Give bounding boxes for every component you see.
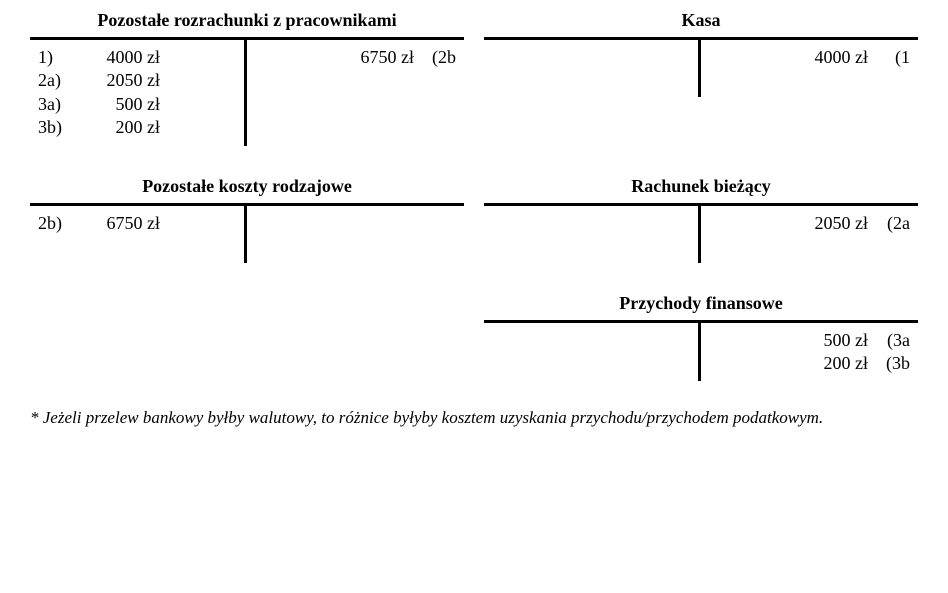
footnote: * Jeżeli przelew bankowy byłby walutowy,… xyxy=(30,407,918,430)
t-body: 500 zł(3a 200 zł(3b xyxy=(484,320,918,382)
credit-side: 4000 zł(1 xyxy=(701,40,918,97)
account-title: Pozostałe rozrachunki z pracownikami xyxy=(30,10,464,37)
account-kasa: Kasa 4000 zł(1 xyxy=(484,10,918,146)
credit-side: 2050 zł(2a xyxy=(701,206,918,263)
account-rachunek: Rachunek bieżący 2050 zł(2a xyxy=(484,176,918,263)
credit-entry: 200 zł(3b xyxy=(709,352,910,375)
t-body: 4000 zł(1 xyxy=(484,37,918,97)
account-rozrachunki: Pozostałe rozrachunki z pracownikami 1)4… xyxy=(30,10,464,146)
account-koszty: Pozostałe koszty rodzajowe 2b)6750 zł xyxy=(30,176,464,263)
t-body: 2b)6750 zł xyxy=(30,203,464,263)
account-title: Przychody finansowe xyxy=(484,293,918,320)
account-title: Kasa xyxy=(484,10,918,37)
debit-side xyxy=(484,40,701,97)
debit-entry: 3b)200 zł xyxy=(38,116,236,139)
credit-entry: 4000 zł(1 xyxy=(709,46,910,69)
debit-entry: 2b)6750 zł xyxy=(38,212,236,235)
debit-side: 1)4000 zł 2a)2050 zł 3a)500 zł 3b)200 zł xyxy=(30,40,247,146)
credit-entry: 2050 zł(2a xyxy=(709,212,910,235)
debit-entry: 3a)500 zł xyxy=(38,93,236,116)
debit-entry: 2a)2050 zł xyxy=(38,69,236,92)
credit-entry: 500 zł(3a xyxy=(709,329,910,352)
credit-side: 500 zł(3a 200 zł(3b xyxy=(701,323,918,382)
t-body: 2050 zł(2a xyxy=(484,203,918,263)
account-title: Pozostałe koszty rodzajowe xyxy=(30,176,464,203)
account-title: Rachunek bieżący xyxy=(484,176,918,203)
credit-side xyxy=(247,206,464,263)
debit-entry: 1)4000 zł xyxy=(38,46,236,69)
debit-side xyxy=(484,206,701,263)
t-accounts-grid: Pozostałe rozrachunki z pracownikami 1)4… xyxy=(30,10,918,381)
credit-entry: 6750 zł(2b xyxy=(255,46,456,69)
debit-side: 2b)6750 zł xyxy=(30,206,247,263)
t-body: 1)4000 zł 2a)2050 zł 3a)500 zł 3b)200 zł… xyxy=(30,37,464,146)
account-przychody: Przychody finansowe 500 zł(3a 200 zł(3b xyxy=(484,293,918,382)
credit-side: 6750 zł(2b xyxy=(247,40,464,146)
debit-side xyxy=(484,323,701,382)
